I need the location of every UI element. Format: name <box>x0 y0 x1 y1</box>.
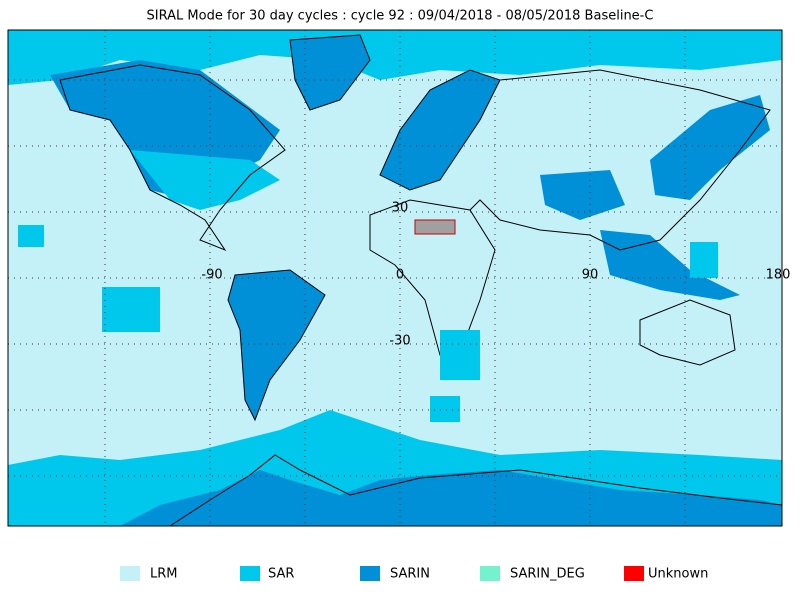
legend-swatch <box>480 566 500 581</box>
map-title: SIRAL Mode for 30 day cycles : cycle 92 … <box>147 9 654 24</box>
sarin-region <box>120 470 782 526</box>
sarin-region <box>228 270 325 420</box>
legend-label: SAR <box>268 567 294 582</box>
coastline <box>289 34 371 111</box>
map-frame <box>7 29 783 527</box>
coastline <box>379 69 501 191</box>
map: -90 0 90 180 30 -30 <box>7 29 791 527</box>
sar-region <box>8 30 782 85</box>
lon-label: -90 <box>201 268 222 283</box>
legend-swatch <box>240 566 260 581</box>
lon-label: 180 <box>766 268 791 283</box>
coastline <box>469 69 771 251</box>
legend-label: SARIN_DEG <box>510 567 585 582</box>
lat-label: 30 <box>392 201 409 216</box>
lon-label: 90 <box>582 268 599 283</box>
coastline <box>639 299 736 366</box>
coastline <box>227 269 326 422</box>
legend: LRM SAR SARIN SARIN_DEG Unknown <box>120 566 708 582</box>
sar-region <box>690 242 718 278</box>
legend-swatch <box>120 566 140 581</box>
coastline <box>169 454 783 527</box>
legend-label: SARIN <box>390 567 430 582</box>
sarin-region <box>540 170 625 220</box>
coastline <box>59 64 286 252</box>
sarin-region <box>650 95 770 200</box>
lat-label: -30 <box>389 334 410 349</box>
legend-label: LRM <box>150 567 178 582</box>
sarin-region <box>290 35 370 110</box>
sarin-region <box>600 230 740 300</box>
sar-region <box>430 396 460 422</box>
legend-label: Unknown <box>648 567 708 582</box>
sar-region <box>18 225 44 247</box>
sarin-region <box>414 219 456 235</box>
legend-swatch <box>624 566 644 581</box>
sar-region <box>130 150 280 210</box>
sar-region <box>440 330 480 380</box>
legend-swatch <box>360 566 380 581</box>
sarin-region <box>380 70 500 190</box>
sar-region <box>102 287 160 332</box>
lon-label: 0 <box>396 268 404 283</box>
